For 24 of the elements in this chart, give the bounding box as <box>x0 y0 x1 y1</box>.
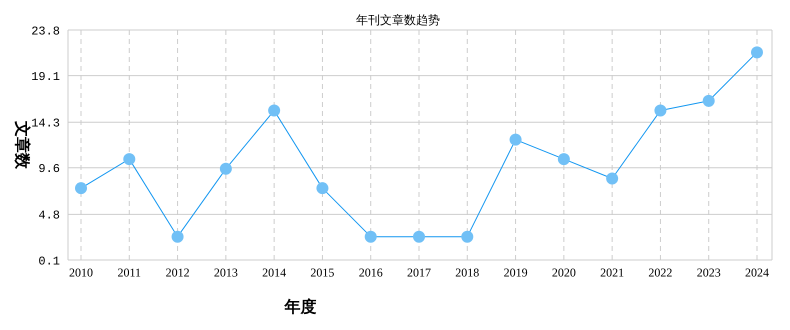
chart-title: 年刊文章数趋势 <box>356 13 440 27</box>
x-tick-label: 2019 <box>504 266 528 280</box>
x-tick-label: 2010 <box>69 266 93 280</box>
y-tick-label: 9.6 <box>38 162 60 176</box>
x-tick-label: 2023 <box>696 266 721 280</box>
x-tick-label: 2014 <box>262 266 286 280</box>
y-tick-label: 19.1 <box>31 70 60 84</box>
y-tick-label: 14.3 <box>31 116 60 130</box>
y-tick-label: 4.8 <box>38 208 60 223</box>
x-tick-label: 2015 <box>310 266 334 280</box>
x-tick-label: 2024 <box>745 266 769 280</box>
x-tick-label: 2020 <box>552 266 576 280</box>
y-axis-title: 文章数 <box>13 120 31 170</box>
x-axis-title: 年度 <box>283 297 316 316</box>
x-tick-label: 2012 <box>166 266 190 280</box>
y-tick-label: 23.8 <box>31 24 60 38</box>
x-tick-label: 2016 <box>358 266 383 280</box>
y-tick-label: 0.1 <box>38 254 60 268</box>
x-tick-label: 2013 <box>214 266 238 280</box>
x-tick-label: 2011 <box>118 266 142 280</box>
x-tick-label: 2017 <box>407 266 431 280</box>
x-tick-label: 2022 <box>648 266 672 280</box>
x-tick-label: 2021 <box>600 266 624 280</box>
x-tick-label: 2018 <box>455 266 480 280</box>
